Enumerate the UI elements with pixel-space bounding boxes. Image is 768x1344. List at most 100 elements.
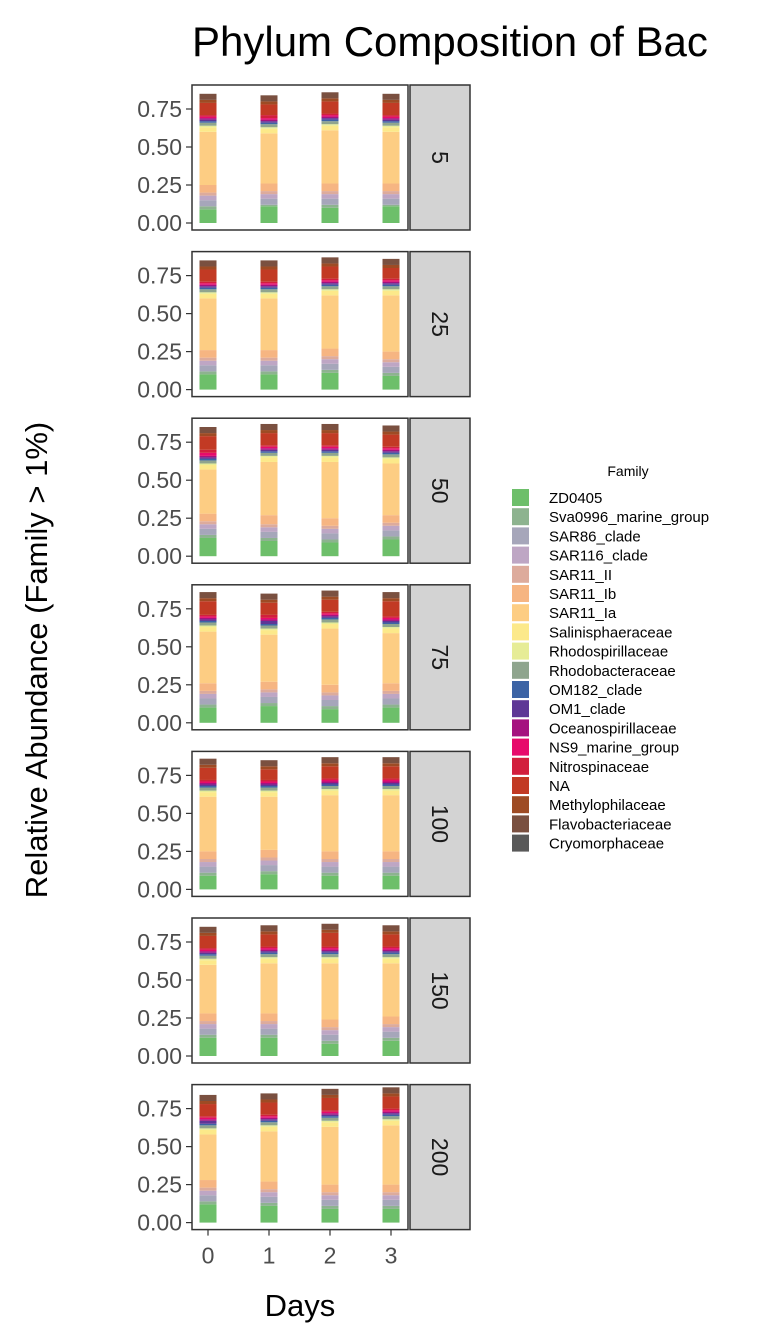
y-tick-label: 0.25 [137, 505, 182, 531]
x-axis-title: Days [265, 1288, 336, 1323]
bar-segment [199, 779, 217, 782]
bar-segment [382, 622, 400, 624]
bar-segment [321, 461, 339, 519]
bar-segment [382, 598, 400, 602]
facet-panel-75: 0.00 0.25 0.50 0.75 75 [137, 584, 471, 736]
y-tick-label: 0.50 [137, 967, 182, 993]
bar-segment [321, 1208, 339, 1223]
bar-segment [321, 859, 339, 863]
bar-segment [321, 198, 339, 205]
bar-segment [199, 374, 217, 390]
bar-segment [321, 1120, 339, 1123]
bar-segment [382, 457, 400, 459]
y-tick-label: 0.75 [137, 96, 182, 122]
bar-segment [199, 436, 217, 450]
stacked-bar [321, 1088, 339, 1223]
chart-title: Phylum Composition of Bac [192, 18, 708, 65]
stacked-bar [260, 760, 278, 890]
y-axis-title: Relative Abundance (Family > 1%) [19, 422, 54, 898]
bar-segment [199, 592, 217, 599]
bar-segment [260, 692, 278, 697]
bar-segment [260, 1034, 278, 1038]
bar-segment [321, 613, 339, 615]
panel-border [191, 1083, 409, 1231]
bar-segment [260, 874, 278, 890]
legend-swatch [512, 681, 529, 698]
bar-segment [260, 1102, 278, 1115]
bar-segment [382, 934, 400, 947]
legend-swatch [512, 700, 529, 718]
bar-segment [260, 786, 278, 788]
bar-segment [382, 191, 400, 195]
bar-segment [199, 707, 217, 723]
bar-segment [260, 934, 278, 947]
y-tick-label: 0.75 [137, 263, 182, 289]
bar-segment [382, 963, 400, 1017]
bar-segment [260, 1120, 278, 1123]
bar-segment [321, 778, 339, 780]
bar-segment [199, 616, 217, 618]
bar-segment [260, 860, 278, 866]
bar-segment [199, 458, 217, 461]
bar-segment [321, 452, 339, 456]
bar-segment [260, 790, 278, 793]
legend-swatch [512, 661, 529, 679]
bar-segment [382, 872, 400, 876]
bar-segment [382, 366, 400, 373]
bar-segment [382, 295, 400, 352]
bar-segment [260, 198, 278, 205]
bar-segment [382, 115, 400, 117]
bar-segment [199, 371, 217, 375]
bar-segment [260, 266, 278, 270]
bar-segment [199, 192, 217, 196]
bar-segment [382, 452, 400, 455]
bar-segment [321, 611, 339, 614]
bar-segment [382, 862, 400, 867]
legend-items: ZD0405 Sva0996_marine_group SAR86_clade SAR… [512, 489, 709, 853]
legend-item: Salinisphaeraceae [512, 623, 672, 641]
bar-segment [260, 287, 278, 290]
bar-segment [199, 964, 217, 1014]
bar-segment [382, 284, 400, 287]
bar-segment [199, 185, 217, 193]
bar-segment [199, 693, 217, 699]
bar-segment [321, 281, 339, 284]
bar-segment [382, 539, 400, 557]
bar-segment [382, 194, 400, 199]
bar-segment [199, 619, 217, 621]
bar-segment [382, 283, 400, 285]
legend-item: SAR11_II [512, 565, 612, 584]
bar-segment [199, 365, 217, 372]
bar-segment [199, 932, 217, 936]
bar-segment [382, 779, 400, 782]
bar-segment [260, 461, 278, 516]
bar-segment [321, 445, 339, 447]
bar-segment [199, 537, 217, 557]
bar-segment [260, 541, 278, 557]
bar-segment [260, 423, 278, 431]
bar-segment [199, 119, 217, 122]
bar-segment [199, 534, 217, 538]
bar-segment [382, 601, 400, 617]
bar-segment [199, 281, 217, 284]
bar-segment [382, 795, 400, 852]
bar-segment [321, 766, 339, 779]
bar-segment [199, 787, 217, 791]
y-tick-label: 0.50 [137, 634, 182, 660]
bar-segment [382, 1024, 400, 1028]
bar-segment [260, 792, 278, 797]
bar-segment [382, 693, 400, 699]
bar-segment [199, 764, 217, 768]
bar-segment [260, 1028, 278, 1035]
bar-segment [382, 875, 400, 890]
bar-segment [321, 183, 339, 192]
legend-swatch [512, 546, 529, 564]
bar-segment [382, 451, 400, 453]
bar-segment [382, 1116, 400, 1120]
bar-segment [382, 790, 400, 796]
bar-segment [382, 707, 400, 723]
bar-segment [382, 258, 400, 265]
bar-segment [321, 130, 339, 184]
legend-swatch [512, 796, 529, 814]
bar-segment [321, 1111, 339, 1114]
